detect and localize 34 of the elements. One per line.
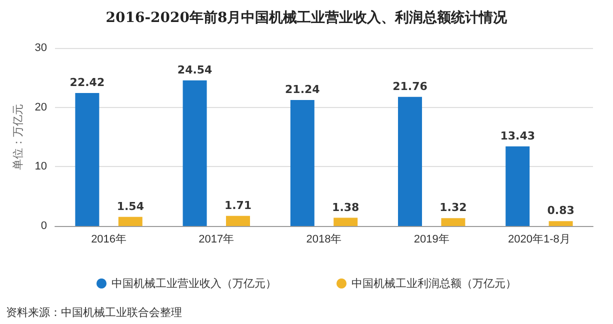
legend-label: 中国机械工业营业收入（万亿元）: [112, 277, 276, 290]
x-tick-label: 2018年: [306, 234, 342, 246]
x-tick-label: 2020年1-8月: [508, 234, 570, 246]
bar: [398, 96, 422, 226]
bar: [75, 92, 100, 226]
bar: [334, 218, 358, 226]
y-tick-label: 0: [40, 220, 47, 232]
bar: [548, 221, 573, 226]
bar: [441, 218, 466, 226]
bar: [182, 80, 207, 226]
y-tick-label: 30: [34, 42, 47, 54]
data-label: 1.71: [224, 198, 252, 212]
data-label: 1.54: [116, 200, 144, 213]
data-label: 24.54: [177, 63, 213, 76]
bar: [506, 146, 530, 226]
data-label: 1.32: [440, 201, 467, 214]
y-axis-title: 单位：万亿元: [11, 104, 24, 170]
y-tick-label: 10: [34, 160, 47, 173]
data-label: 13.43: [500, 129, 535, 142]
x-tick-label: 2017年: [198, 234, 234, 246]
bar: [290, 100, 314, 226]
data-label: 22.42: [70, 76, 105, 89]
data-label: 0.83: [547, 204, 574, 218]
y-tick-label: 20: [34, 101, 47, 114]
text: 资料来源：中国机械工业联合会整理: [6, 306, 182, 319]
bar: [226, 216, 250, 226]
data-label: 21.76: [392, 80, 428, 93]
chart-title: 2016-2020年前8月中国机械工业营业收入、利润总额统计情况: [106, 9, 508, 26]
bar: [118, 216, 142, 226]
legend-label: 中国机械工业利润总额（万亿元）: [352, 277, 516, 290]
x-tick-label: 2016年: [91, 234, 127, 246]
data-label: 1.38: [332, 200, 360, 214]
data-label: 21.24: [285, 82, 320, 96]
x-tick-label: 2019年: [414, 234, 450, 246]
